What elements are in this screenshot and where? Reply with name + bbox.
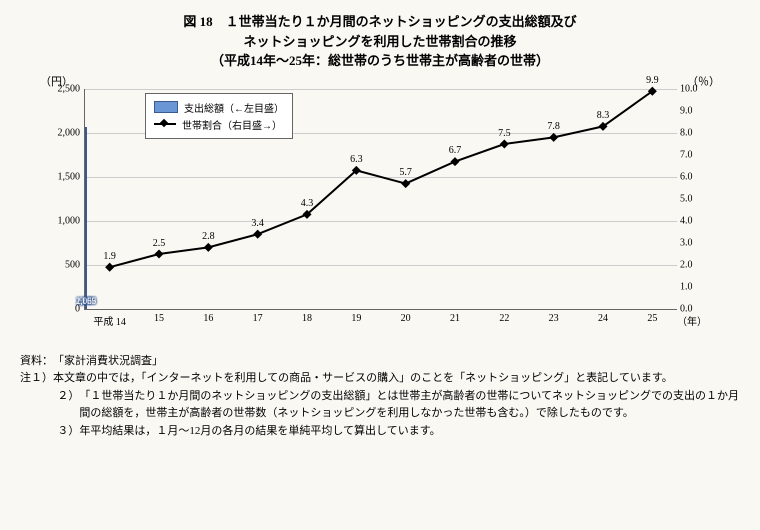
note2-label: ２） (57, 388, 79, 423)
chart: （円） （％） 支出総額（←左目盛） 世帯割合（右目盛→） （年） 479平成 … (40, 75, 720, 335)
diamond-marker-icon (253, 229, 262, 238)
xtick: 20 (401, 313, 411, 324)
xtick: 21 (450, 313, 460, 324)
source-row: 資料： 「家計消費状況調査」 (20, 353, 740, 371)
xtick: 19 (351, 313, 361, 324)
ytick-right: 10.0 (680, 83, 716, 94)
ytick-left: 2,000 (44, 127, 80, 138)
footnotes: 資料： 「家計消費状況調査」 注１） 本文章の中では，「インターネットを利用して… (20, 353, 740, 441)
ytick-left: 0 (44, 303, 80, 314)
legend-line: 世帯割合（右目盛→） (154, 117, 284, 132)
xtick: 23 (549, 313, 559, 324)
diamond-marker-icon (154, 249, 163, 258)
figure-title: 図 18 １世帯当たり１か月間のネットショッピングの支出総額及び ネットショッピ… (20, 12, 740, 71)
diamond-marker-icon (450, 157, 459, 166)
plot-area: 支出総額（←左目盛） 世帯割合（右目盛→） （年） 479平成 141.9347… (84, 89, 677, 310)
xtick: 18 (302, 313, 312, 324)
source-text: 「家計消費状況調査」 (53, 353, 163, 371)
legend-bar: 支出総額（←左目盛） (154, 100, 284, 115)
xtick: 25 (647, 313, 657, 324)
ytick-right: 6.0 (680, 171, 716, 182)
bar-swatch-icon (154, 101, 178, 113)
xtick: 15 (154, 313, 164, 324)
legend-line-label: 世帯割合（右目盛→） (182, 117, 282, 132)
title-line2: ネットショッピングを利用した世帯割合の推移 (20, 32, 740, 52)
xtick: 22 (499, 313, 509, 324)
ytick-right: 7.0 (680, 149, 716, 160)
ytick-right: 3.0 (680, 237, 716, 248)
title-line3: （平成14年～25年：総世帯のうち世帯主が高齢者の世帯） (20, 51, 740, 71)
xtick: 平成 14 (93, 313, 126, 328)
note2-text: 「１世帯当たり１か月間のネットショッピングの支出総額」とは世帯主が高齢者の世帯に… (79, 388, 740, 423)
diamond-marker-icon (500, 139, 509, 148)
ytick-right: 8.0 (680, 127, 716, 138)
ytick-left: 1,000 (44, 215, 80, 226)
ytick-right: 1.0 (680, 281, 716, 292)
ytick-left: 2,500 (44, 83, 80, 94)
ytick-left: 1,500 (44, 171, 80, 182)
note2-row: ２） 「１世帯当たり１か月間のネットショッピングの支出総額」とは世帯主が高齢者の… (20, 388, 740, 423)
ytick-right: 4.0 (680, 215, 716, 226)
note3-row: ３） 年平均結果は，１月～12月の各月の結果を単純平均して算出しています。 (20, 423, 740, 441)
line-value-label: 9.9 (646, 75, 659, 86)
ytick-right: 9.0 (680, 105, 716, 116)
note1-label: 注１） (20, 370, 53, 388)
x-unit: （年） (677, 313, 707, 328)
xtick: 17 (253, 313, 263, 324)
note1-text: 本文章の中では，「インターネットを利用しての商品・サービスの購入」のことを「ネッ… (53, 370, 673, 388)
legend-bar-label: 支出総額（←左目盛） (184, 100, 284, 115)
xtick: 24 (598, 313, 608, 324)
ytick-right: 5.0 (680, 193, 716, 204)
diamond-marker-icon (401, 179, 410, 188)
ytick-right: 0.0 (680, 303, 716, 314)
ytick-right: 2.0 (680, 259, 716, 270)
note3-label: ３） (57, 423, 79, 441)
ytick-left: 500 (44, 259, 80, 270)
note3-text: 年平均結果は，１月～12月の各月の結果を単純平均して算出しています。 (79, 423, 440, 441)
diamond-marker-icon (549, 132, 558, 141)
line-swatch-icon (154, 119, 176, 129)
diamond-marker-icon (105, 262, 114, 271)
source-label: 資料： (20, 353, 53, 371)
legend: 支出総額（←左目盛） 世帯割合（右目盛→） (145, 93, 293, 139)
xtick: 16 (203, 313, 213, 324)
title-line1: 図 18 １世帯当たり１か月間のネットショッピングの支出総額及び (20, 12, 740, 32)
note1-row: 注１） 本文章の中では，「インターネットを利用しての商品・サービスの購入」のこと… (20, 370, 740, 388)
plot: 支出総額（←左目盛） 世帯割合（右目盛→） （年） 479平成 141.9347… (40, 75, 720, 335)
diamond-marker-icon (204, 242, 213, 251)
